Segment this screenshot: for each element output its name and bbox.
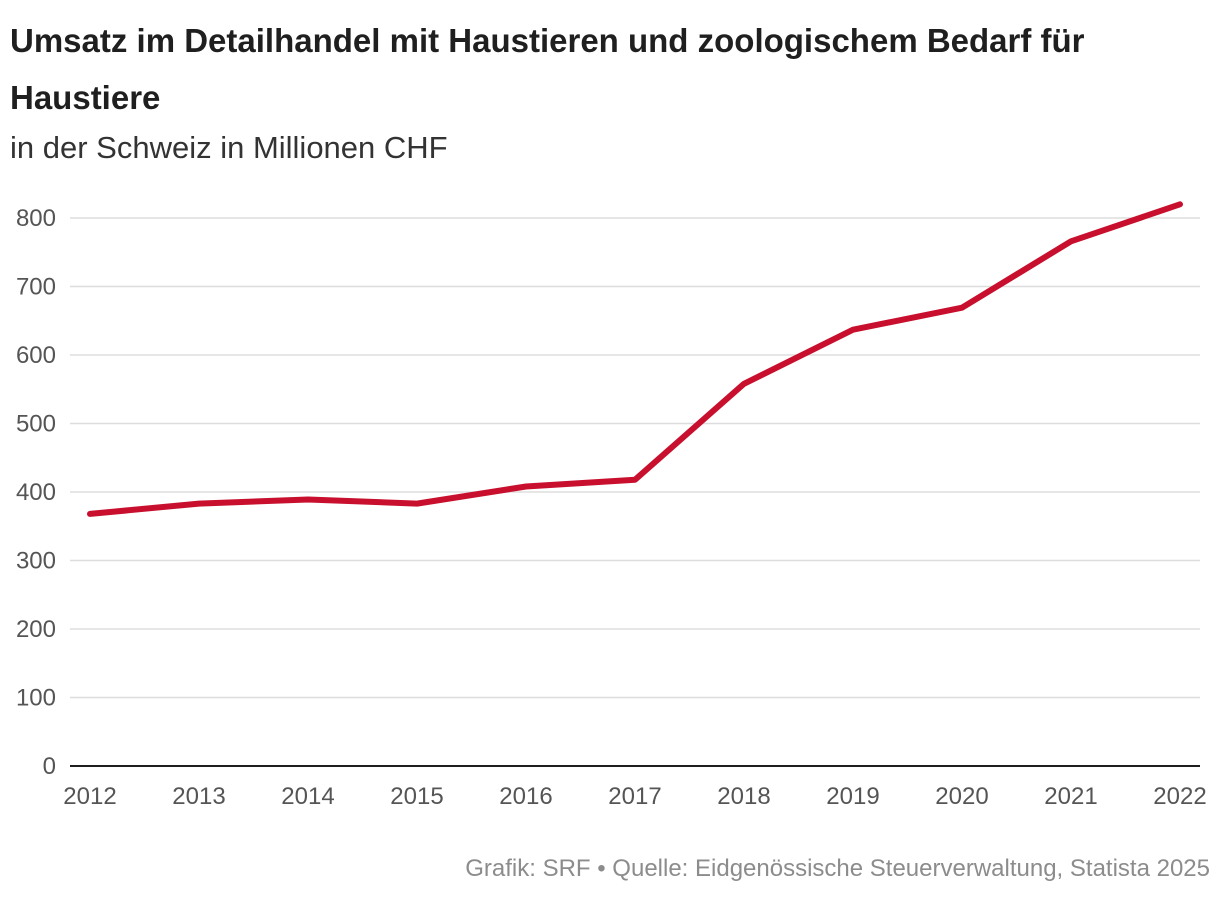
y-tick-label: 300 — [16, 548, 56, 575]
x-tick-label: 2018 — [717, 783, 770, 810]
x-tick-label: 2014 — [281, 783, 334, 810]
y-tick-label: 200 — [16, 616, 56, 643]
x-tick-label: 2020 — [935, 783, 988, 810]
chart-title: Umsatz im Detailhandel mit Haustieren un… — [10, 22, 1085, 116]
y-tick-label: 800 — [16, 205, 56, 232]
x-tick-label: 2021 — [1044, 783, 1097, 810]
y-tick-label: 700 — [16, 274, 56, 301]
x-tick-label: 2017 — [608, 783, 661, 810]
y-tick-label: 500 — [16, 411, 56, 438]
gridlines — [70, 217, 1200, 699]
y-tick-label: 100 — [16, 685, 56, 712]
x-tick-label: 2019 — [826, 783, 879, 810]
x-axis-labels: 2012 2013 2014 2015 2016 2017 2018 2019 2020 2021… — [63, 783, 1206, 810]
x-tick-label: 2022 — [1153, 783, 1206, 810]
series-layer — [87, 201, 1183, 517]
x-tick-label: 2012 — [63, 783, 116, 810]
chart-subtitle: in der Schweiz in Millionen CHF — [10, 130, 448, 165]
y-tick-label: 400 — [16, 479, 56, 506]
series-line — [87, 201, 1183, 517]
x-tick-label: 2013 — [172, 783, 225, 810]
source-credit: Grafik: SRF • Quelle: Eidgenössische Ste… — [465, 855, 1210, 882]
x-tick-label: 2015 — [390, 783, 443, 810]
y-axis-labels: 0 100 200 300 400 500 600 700 800 — [16, 205, 56, 780]
y-tick-label: 0 — [43, 753, 56, 780]
x-tick-label: 2016 — [499, 783, 552, 810]
y-tick-label: 600 — [16, 342, 56, 369]
